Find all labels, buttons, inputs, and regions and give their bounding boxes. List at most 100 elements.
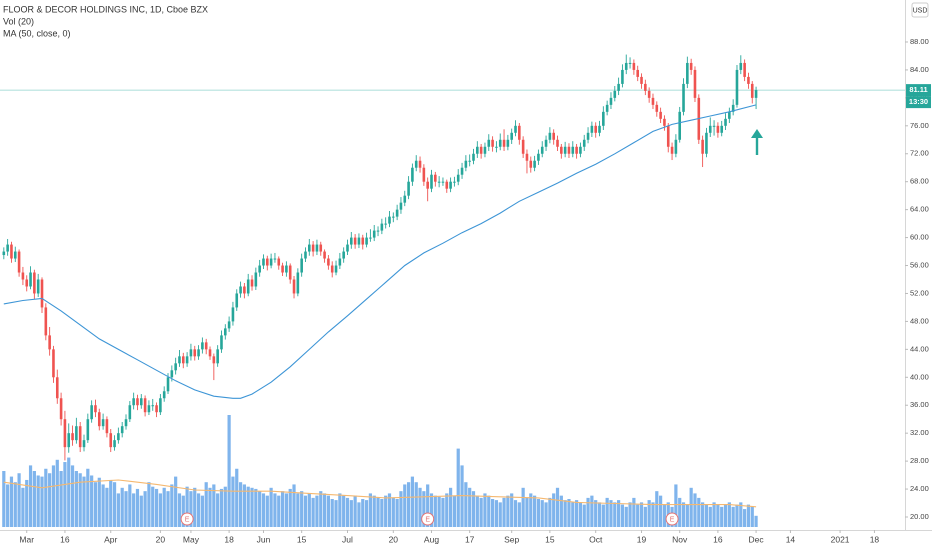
volume-bar <box>139 495 143 527</box>
volume-bar <box>529 493 533 527</box>
volume-bar <box>490 499 495 527</box>
candle-body <box>747 76 750 84</box>
candle-body <box>521 139 525 154</box>
candle-body <box>94 405 97 413</box>
candle-body <box>460 167 464 175</box>
candle-body <box>178 356 181 364</box>
candle-body <box>441 181 445 183</box>
candle-body <box>239 286 242 294</box>
candle-body <box>754 90 758 98</box>
volume-bar <box>445 493 449 527</box>
volume-bar <box>349 500 353 527</box>
volume-bar <box>502 497 506 527</box>
volume-bar <box>44 468 48 527</box>
candle-body <box>540 146 544 154</box>
candle-body <box>720 125 724 133</box>
y-tick-label: 56.00 <box>910 261 929 270</box>
volume-bar <box>361 499 365 527</box>
volume-bar <box>181 495 185 527</box>
volume-bar <box>674 484 678 527</box>
candle-body <box>166 377 170 392</box>
candle-body <box>582 139 586 147</box>
candle-body <box>563 146 567 154</box>
candle-body <box>502 139 506 147</box>
x-tick-label: 20 <box>156 534 166 544</box>
candle-body <box>204 342 208 350</box>
candle-body <box>380 223 384 231</box>
volume-bar <box>632 497 636 527</box>
candle-body <box>651 97 655 105</box>
volume-bar <box>727 502 731 527</box>
volume-bar <box>51 465 56 527</box>
candle-body <box>139 398 143 406</box>
x-tick-label: 15 <box>297 534 307 544</box>
candle-body <box>48 335 51 350</box>
volume-bar <box>345 497 350 527</box>
y-tick-label: 28.00 <box>910 456 929 465</box>
volume-bar <box>300 491 304 527</box>
candle-body <box>640 76 643 84</box>
candle-body <box>208 349 212 357</box>
volume-bar <box>177 493 182 527</box>
candle-body <box>113 440 116 448</box>
volume-bar <box>36 475 40 527</box>
volume-bar <box>639 502 644 527</box>
candle-body <box>101 419 105 427</box>
candle-body <box>258 265 261 273</box>
candle-body <box>361 237 365 245</box>
volume-bar <box>643 506 647 527</box>
candle-body <box>571 146 575 154</box>
candle-body <box>71 433 74 441</box>
volume-bar <box>659 495 663 527</box>
volume-bar <box>708 506 712 527</box>
candle-body <box>21 272 25 280</box>
x-tick-label: Sep <box>504 534 519 544</box>
candle-body <box>418 160 422 168</box>
volume-bar <box>311 497 315 527</box>
volume-bar <box>743 509 747 527</box>
volume-bar <box>342 495 346 527</box>
volume-bar <box>193 487 197 527</box>
volume-bar <box>620 504 625 527</box>
volume-bar <box>32 471 36 527</box>
candle-body <box>556 139 559 147</box>
volume-bar <box>112 482 117 527</box>
candle-body <box>231 307 235 322</box>
volume-bar <box>578 502 583 527</box>
candle-body <box>63 419 67 448</box>
volume-bar <box>288 488 292 527</box>
volume-bar <box>227 415 231 527</box>
candle-body <box>617 83 620 91</box>
candle-body <box>506 139 510 147</box>
volume-bar <box>582 504 586 527</box>
x-tick-label: 19 <box>637 534 647 544</box>
candle-body <box>407 181 410 196</box>
volume-bar <box>655 491 659 527</box>
volume-bar <box>479 497 483 527</box>
candle-body <box>338 258 342 266</box>
candle-body <box>59 398 63 420</box>
volume-bar <box>403 484 407 527</box>
candle-body <box>586 132 590 140</box>
candle-body <box>724 118 727 126</box>
volume-bar <box>78 473 82 527</box>
currency-box[interactable] <box>911 2 929 18</box>
volume-bar <box>17 473 21 527</box>
candle-body <box>510 132 513 140</box>
candle-body <box>674 139 678 154</box>
last-price-label: 81.11 <box>909 85 927 94</box>
candle-body <box>395 209 399 217</box>
candle-body <box>388 216 391 224</box>
volume-bar <box>200 495 204 527</box>
volume-bar <box>464 482 468 527</box>
volume-bar <box>162 487 166 527</box>
candle-body <box>109 433 113 448</box>
candle-body <box>624 62 628 70</box>
candle-body <box>708 125 712 133</box>
chart-title: FLOOR & DECOR HOLDINGS INC, 1D, Cboe BZX <box>3 4 208 14</box>
volume-bar <box>269 487 273 527</box>
x-tick-label: Mar <box>19 534 34 544</box>
candle-body <box>750 83 754 98</box>
volume-bar <box>238 482 243 527</box>
y-tick-label: 36.00 <box>910 400 929 409</box>
